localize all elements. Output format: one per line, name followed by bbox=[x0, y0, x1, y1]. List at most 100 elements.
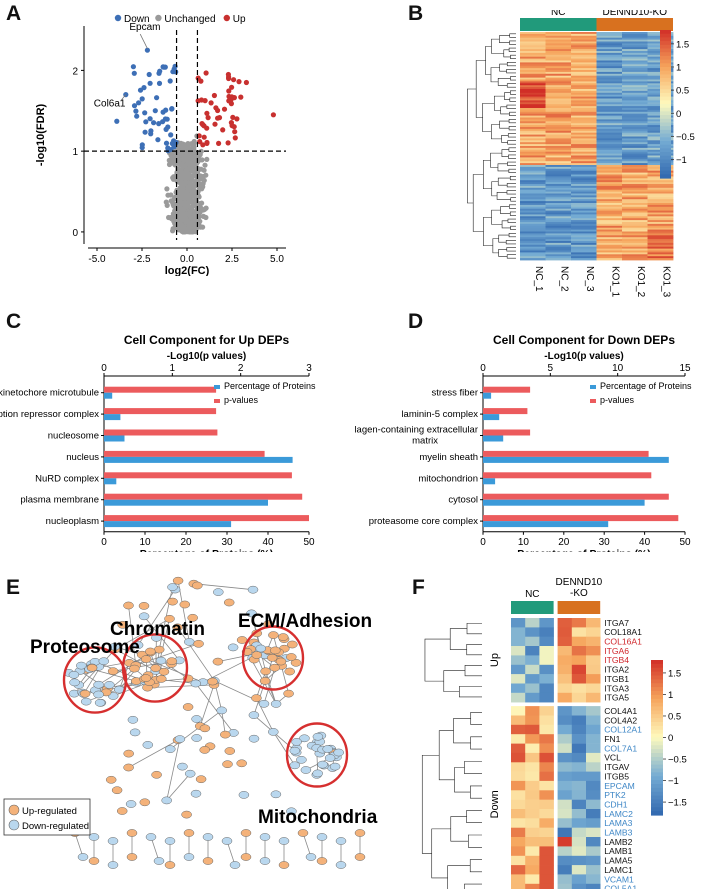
heatmap-cell bbox=[557, 674, 573, 684]
heatmap-cell bbox=[622, 41, 648, 44]
heatmap-cell bbox=[596, 71, 623, 75]
scatter-point bbox=[152, 108, 158, 114]
heatmap-cell bbox=[545, 142, 572, 145]
scatter-point bbox=[226, 93, 232, 100]
network-edge bbox=[74, 832, 84, 858]
network-node bbox=[184, 769, 196, 778]
heatmap-cell bbox=[622, 229, 648, 232]
heatmap-cell bbox=[596, 246, 623, 249]
dendrogram-branch bbox=[475, 60, 486, 118]
heatmap-cell bbox=[596, 252, 623, 255]
heatmap-cell bbox=[586, 692, 601, 703]
heatmap-cell bbox=[545, 239, 572, 242]
heatmap-cell bbox=[596, 180, 623, 183]
heatmap-cell bbox=[557, 692, 573, 703]
colorbar-tick-label: 1.5 bbox=[676, 39, 689, 50]
heatmap-cell bbox=[525, 874, 540, 885]
heatmap-cell bbox=[545, 115, 572, 118]
heatmap-cell bbox=[596, 256, 623, 259]
heatmap-cell bbox=[545, 102, 572, 105]
heatmap-cell bbox=[525, 646, 540, 656]
heatmap-cell bbox=[571, 743, 587, 754]
row-label: ITGA2 bbox=[604, 665, 629, 675]
heatmap-cell bbox=[571, 827, 587, 838]
bottom-tick-label: 40 bbox=[262, 537, 274, 548]
bottom-tick-label: 20 bbox=[180, 537, 192, 548]
heatmap-cell bbox=[539, 790, 554, 800]
heatmap-cell bbox=[596, 241, 623, 244]
bottom-tick-label: 10 bbox=[139, 537, 151, 548]
network-node bbox=[258, 699, 270, 708]
heatmap-cell bbox=[520, 60, 546, 63]
network-node bbox=[123, 763, 134, 772]
heatmap-cell bbox=[520, 149, 546, 153]
network-node bbox=[111, 786, 123, 795]
heatmap-cell bbox=[511, 818, 526, 828]
bar-pvalue bbox=[104, 472, 292, 479]
scatter-point bbox=[205, 115, 211, 121]
heatmap-cell bbox=[571, 193, 597, 196]
heatmap-cell bbox=[596, 210, 623, 213]
row-label: LAMC2 bbox=[604, 809, 633, 819]
heatmap-cell bbox=[586, 771, 601, 782]
bar-percentage bbox=[104, 414, 121, 421]
heatmap-cell bbox=[647, 182, 674, 185]
network-node bbox=[333, 748, 344, 757]
heatmap-cell bbox=[539, 692, 554, 703]
heatmap-cell bbox=[545, 195, 572, 198]
network-node bbox=[126, 853, 138, 861]
network-node bbox=[158, 667, 170, 676]
network-edge bbox=[166, 773, 191, 801]
heatmap-cell bbox=[571, 134, 597, 137]
network-node bbox=[290, 658, 302, 667]
network-edge bbox=[302, 832, 312, 858]
network-node bbox=[247, 585, 259, 594]
heatmap-cell bbox=[596, 81, 623, 84]
heatmap-cell bbox=[596, 163, 623, 166]
heatmap-cell bbox=[520, 100, 546, 103]
network-node bbox=[164, 614, 175, 623]
network-node bbox=[107, 837, 119, 845]
heatmap-cell bbox=[596, 77, 623, 80]
heatmap-cell bbox=[557, 618, 573, 628]
heatmap-cell bbox=[520, 58, 546, 61]
scatter-point bbox=[216, 140, 222, 146]
heatmap-cell bbox=[545, 225, 572, 229]
top-tick-label: 0 bbox=[101, 363, 107, 374]
network-node bbox=[94, 698, 106, 707]
heatmap-cell bbox=[571, 174, 597, 177]
heatmap-cell bbox=[511, 627, 526, 638]
heatmap-cell bbox=[622, 47, 648, 50]
dendrogram-branch bbox=[449, 628, 468, 650]
scatter-point bbox=[156, 121, 162, 127]
heatmap-cell bbox=[571, 43, 597, 46]
colorbar-tick-label: 0 bbox=[676, 109, 681, 120]
heatmap-cell bbox=[539, 636, 554, 647]
heatmap-cell bbox=[557, 715, 573, 726]
heatmap-cell bbox=[647, 208, 674, 211]
network-node bbox=[145, 647, 156, 656]
heatmap-cell bbox=[545, 193, 572, 196]
heatmap-cell bbox=[511, 715, 526, 726]
heatmap-cell bbox=[545, 92, 572, 96]
heatmap-cell bbox=[571, 799, 587, 810]
colorbar-segment bbox=[660, 170, 671, 175]
bottom-tick-label: 50 bbox=[303, 537, 315, 548]
heatmap-cell bbox=[571, 208, 597, 211]
heatmap-cell bbox=[520, 146, 546, 149]
heatmap-cell bbox=[545, 32, 572, 35]
heatmap-cell bbox=[647, 222, 674, 225]
chart-title: Cell Component for Up DEPs bbox=[124, 333, 290, 347]
heatmap-cell bbox=[520, 142, 546, 145]
heatmap-cell bbox=[571, 235, 597, 238]
heatmap-cell bbox=[545, 170, 572, 173]
heatmap-cell bbox=[622, 64, 648, 67]
network-node bbox=[179, 600, 191, 609]
heatmap-cell bbox=[596, 73, 623, 77]
heatmap-cell bbox=[647, 244, 674, 248]
category-label: nucleus bbox=[66, 452, 99, 463]
heatmap-cell bbox=[557, 752, 573, 763]
scatter-point bbox=[200, 224, 206, 230]
row-label: LAMC1 bbox=[604, 865, 633, 875]
network-node bbox=[88, 857, 100, 865]
